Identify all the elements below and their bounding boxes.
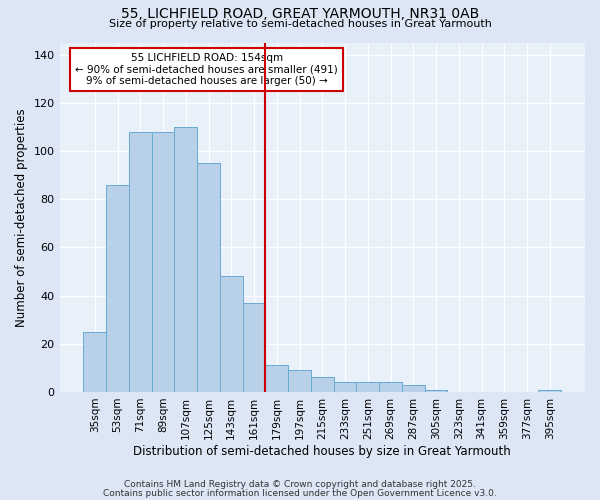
Bar [197, 163, 220, 392]
Bar [220, 276, 242, 392]
Text: Contains HM Land Registry data © Crown copyright and database right 2025.: Contains HM Land Registry data © Crown c… [124, 480, 476, 489]
Bar [334, 382, 356, 392]
Text: Contains public sector information licensed under the Open Government Licence v3: Contains public sector information licen… [103, 489, 497, 498]
Bar [152, 132, 175, 392]
Text: Size of property relative to semi-detached houses in Great Yarmouth: Size of property relative to semi-detach… [109, 19, 491, 29]
Bar [356, 382, 379, 392]
Bar [242, 303, 265, 392]
Bar [83, 332, 106, 392]
Text: 55, LICHFIELD ROAD, GREAT YARMOUTH, NR31 0AB: 55, LICHFIELD ROAD, GREAT YARMOUTH, NR31… [121, 8, 479, 22]
Y-axis label: Number of semi-detached properties: Number of semi-detached properties [15, 108, 28, 326]
Bar [402, 384, 425, 392]
Bar [379, 382, 402, 392]
Bar [265, 366, 288, 392]
Bar [538, 390, 561, 392]
X-axis label: Distribution of semi-detached houses by size in Great Yarmouth: Distribution of semi-detached houses by … [133, 444, 511, 458]
Bar [175, 127, 197, 392]
Bar [425, 390, 448, 392]
Bar [311, 378, 334, 392]
Bar [288, 370, 311, 392]
Text: 55 LICHFIELD ROAD: 154sqm
← 90% of semi-detached houses are smaller (491)
9% of : 55 LICHFIELD ROAD: 154sqm ← 90% of semi-… [75, 53, 338, 86]
Bar [129, 132, 152, 392]
Bar [106, 184, 129, 392]
